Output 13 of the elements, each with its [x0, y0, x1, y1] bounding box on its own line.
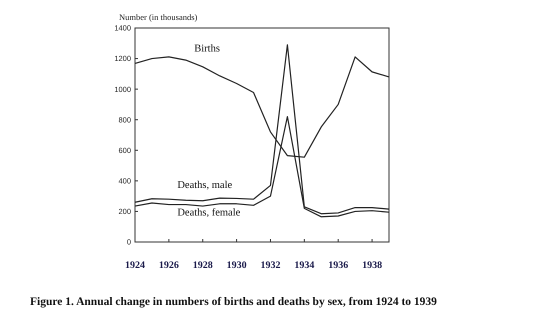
series-label: Deaths, male — [177, 180, 232, 192]
x-tick-label: 1938 — [362, 260, 382, 271]
x-tick-label: 1936 — [328, 260, 348, 271]
x-tick-label: 1930 — [226, 260, 247, 271]
x-tick-label: 1932 — [260, 260, 280, 271]
series-label: Deaths, female — [177, 207, 241, 218]
x-tick-label: 1934 — [294, 260, 314, 271]
x-tick-label: 1926 — [158, 260, 179, 271]
x-tick-label: 1928 — [192, 260, 213, 271]
caption: Figure 1. Annual change in numbers of births and deaths by sex, from 1924 to 1939 — [30, 296, 438, 308]
series-label: Births — [194, 44, 220, 55]
y-axis-title: Number (in thousands) — [119, 12, 198, 22]
x-tick-label: 1924 — [125, 260, 145, 271]
